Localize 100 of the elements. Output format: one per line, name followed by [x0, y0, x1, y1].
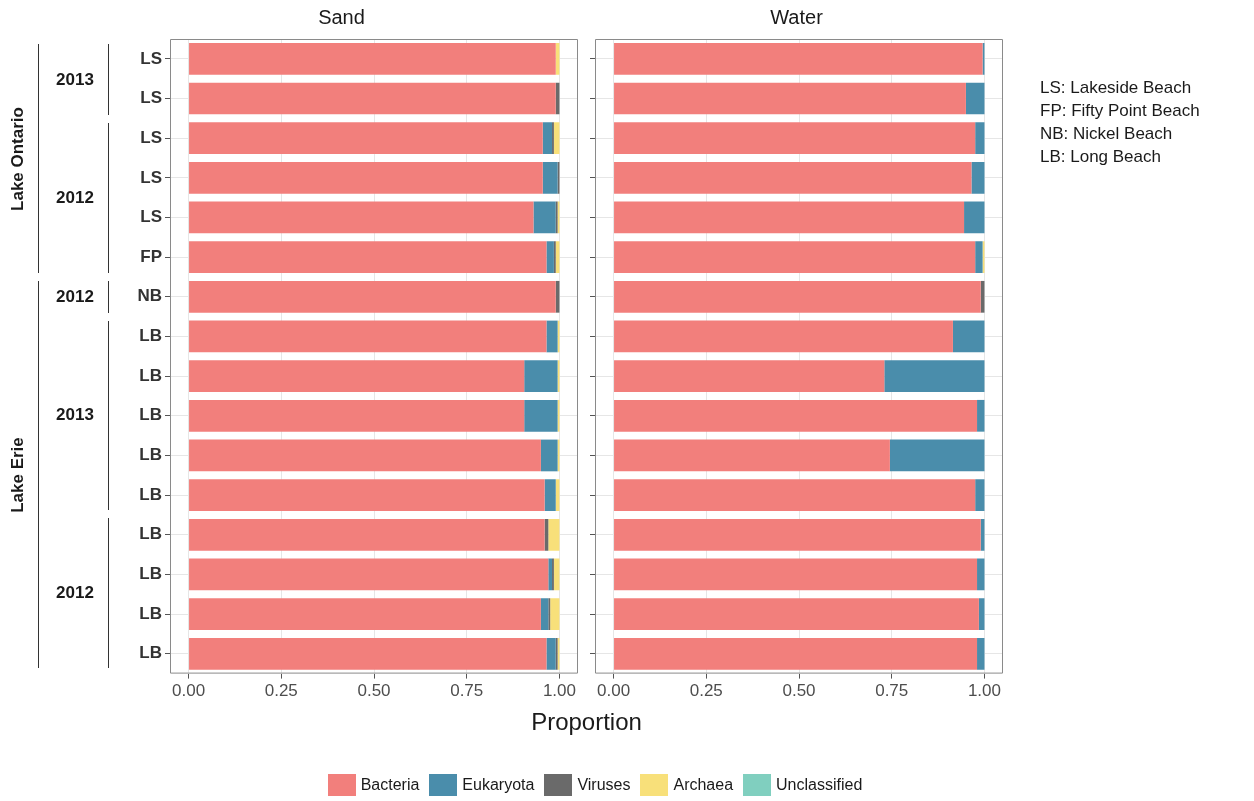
- bar: [614, 82, 966, 115]
- bar: [614, 320, 953, 353]
- y-tick-label: LS: [140, 207, 162, 227]
- bar: [884, 360, 985, 392]
- text: LS: Lakeside Beach: [1040, 77, 1193, 99]
- bar: [977, 558, 985, 591]
- x-tick-label: 0.50: [782, 681, 816, 701]
- bar: [540, 439, 558, 472]
- y-tick-label: LB: [139, 603, 162, 623]
- text: Lake Erie: [8, 436, 28, 513]
- bar: [189, 280, 556, 313]
- x-tick-label: 1.00: [542, 681, 576, 701]
- y-tick-label: LS: [140, 127, 162, 147]
- legend-label: Unclassified: [776, 776, 863, 794]
- y-tick-label: NB: [137, 286, 162, 306]
- y-tick-label: LB: [139, 484, 162, 504]
- text: NB: Nickel Beach: [1040, 123, 1174, 145]
- text: FP: Fifty Point Beach: [1040, 100, 1200, 122]
- bar: [189, 558, 549, 591]
- bar: [189, 82, 556, 115]
- bar: [614, 280, 981, 313]
- bar: [544, 479, 556, 511]
- text: 2012: [56, 286, 94, 307]
- bar: [975, 241, 983, 274]
- text: 2013: [56, 405, 94, 426]
- bar: [975, 479, 985, 511]
- bar: [952, 320, 985, 353]
- bar: [546, 241, 554, 274]
- bar: [524, 399, 558, 432]
- bar: [614, 518, 981, 551]
- bar: [614, 479, 976, 511]
- bar: [189, 399, 525, 432]
- bar: [189, 598, 541, 630]
- bar: [975, 122, 985, 155]
- bar: [614, 598, 979, 630]
- x-axis-title: Proportion: [530, 708, 643, 736]
- x-tick-label: 0.25: [264, 681, 298, 701]
- bar: [542, 122, 553, 155]
- y-tick-label: LB: [139, 524, 162, 544]
- bar: [614, 241, 976, 274]
- x-tick-label: 0.75: [875, 681, 909, 701]
- x-tick-label: 1.00: [967, 681, 1001, 701]
- bar: [540, 598, 549, 630]
- legend-label: Eukaryota: [462, 776, 535, 794]
- bar: [614, 122, 976, 155]
- y-tick-label: LS: [140, 167, 162, 187]
- bar: [614, 439, 890, 472]
- bar: [189, 637, 547, 670]
- bar: [614, 42, 983, 75]
- bar: [977, 399, 985, 432]
- y-tick-label: LB: [139, 405, 162, 425]
- text: Lake Ontario: [8, 106, 28, 211]
- x-tick-label: 0.25: [689, 681, 723, 701]
- bar: [189, 360, 525, 392]
- bar: [553, 122, 560, 155]
- bar: [978, 598, 985, 630]
- bar: [189, 439, 541, 472]
- y-tick-label: LB: [139, 326, 162, 346]
- bar: [614, 161, 972, 194]
- y-tick-label: LS: [140, 48, 162, 68]
- x-tick-label: 0.50: [357, 681, 391, 701]
- text: 2012: [56, 583, 94, 603]
- bar: [965, 82, 985, 115]
- bar: [889, 439, 985, 472]
- bar: [614, 360, 885, 392]
- bar: [189, 122, 543, 155]
- text: LB: Long Beach: [1040, 146, 1162, 168]
- x-tick-label: 0.00: [172, 681, 206, 701]
- bar: [524, 360, 558, 392]
- bar: [971, 161, 985, 194]
- text: 2012: [56, 188, 94, 208]
- x-tick-label: 0.75: [450, 681, 484, 701]
- chart-title: Water: [770, 5, 824, 28]
- bar: [977, 637, 985, 670]
- bar: [189, 518, 545, 551]
- bar: [546, 637, 556, 670]
- bar: [542, 161, 558, 194]
- x-tick-label: 0.00: [597, 681, 631, 701]
- y-tick-label: LS: [140, 88, 162, 108]
- y-tick-label: LB: [139, 564, 162, 584]
- bar: [614, 201, 965, 234]
- bar: [189, 320, 547, 353]
- bar: [548, 518, 560, 551]
- y-tick-label: LB: [139, 365, 162, 385]
- bar: [189, 201, 534, 234]
- bar: [614, 399, 978, 432]
- legend-label: Viruses: [577, 776, 631, 794]
- bar: [614, 637, 978, 670]
- chart-title: Sand: [318, 5, 365, 28]
- bar: [189, 241, 547, 274]
- y-tick-label: FP: [140, 246, 162, 266]
- y-tick-label: LB: [139, 445, 162, 465]
- bar: [550, 598, 560, 630]
- bar: [548, 558, 553, 591]
- bar: [189, 479, 545, 511]
- bar: [189, 42, 556, 75]
- legend-label: Bacteria: [360, 776, 420, 794]
- text: 2013: [56, 69, 94, 90]
- y-tick-label: LB: [139, 643, 162, 663]
- legend-label: Archaea: [673, 776, 734, 794]
